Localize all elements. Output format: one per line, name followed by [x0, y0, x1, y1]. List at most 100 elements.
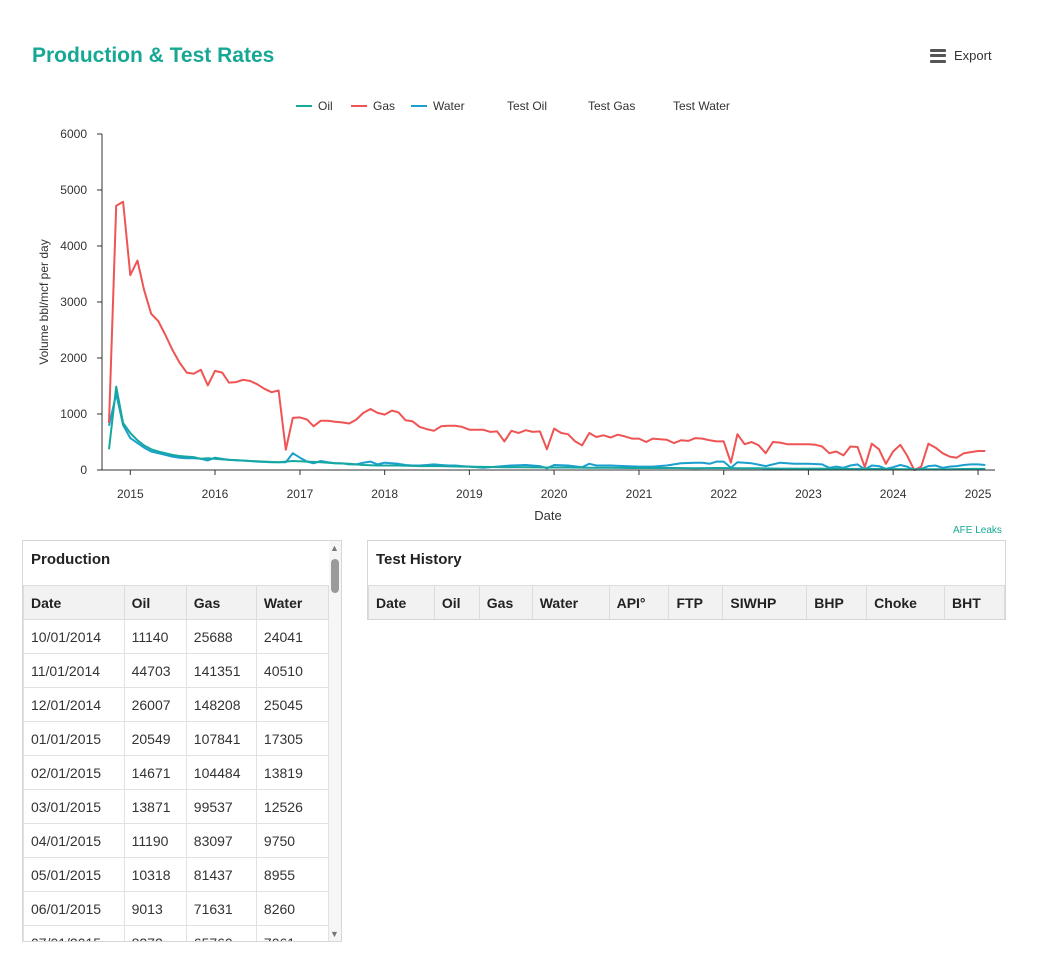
table-row[interactable]: 07/01/20158272657607061 [23, 925, 330, 941]
cell-date: 04/01/2015 [23, 823, 125, 858]
column-header-oil[interactable]: Oil [433, 585, 480, 619]
y-tick-label: 4000 [60, 239, 87, 253]
legend-swatch [351, 105, 367, 107]
menu-icon [930, 48, 946, 63]
scrollbar[interactable]: ▲ ▼ [329, 541, 341, 941]
page-title: Production & Test Rates [32, 44, 275, 67]
cell-gas: 71631 [185, 891, 257, 926]
cell-date: 06/01/2015 [23, 891, 125, 926]
export-label: Export [954, 48, 992, 63]
export-button[interactable]: Export [930, 48, 992, 63]
cell-water: 7061 [255, 925, 330, 941]
x-tick-label: 2019 [456, 487, 483, 501]
column-header-date[interactable]: Date [23, 585, 125, 620]
series-line-water[interactable] [108, 392, 986, 471]
column-header-api[interactable]: API° [608, 585, 670, 619]
column-header-ftp[interactable]: FTP [668, 585, 724, 619]
x-axis-title: Date [534, 508, 561, 523]
afe-leaks-link[interactable]: AFE Leaks [953, 525, 1002, 536]
column-header-bht[interactable]: BHT [944, 585, 1005, 619]
table-row[interactable]: 05/01/2015 10318 81437 8955 [23, 857, 330, 892]
x-tick-label: 2016 [202, 487, 229, 501]
column-header-water[interactable]: Water [531, 585, 610, 619]
legend-label: Test Water [673, 99, 730, 113]
cell-water: 9750 [255, 823, 330, 858]
legend-label: Water [433, 99, 465, 113]
y-tick-label: 1000 [60, 407, 87, 421]
column-header-date[interactable]: Date [368, 585, 435, 619]
cell-oil: 11190 [123, 823, 187, 858]
column-header-gas[interactable]: Gas [185, 585, 257, 620]
cell-water: 8955 [255, 857, 330, 892]
cell-date: 02/01/2015 [23, 755, 125, 790]
scroll-down-icon[interactable]: ▼ [330, 929, 339, 939]
x-tick-label: 2017 [287, 487, 314, 501]
table-row[interactable]: 12/01/2014 26007 148208 25045 [23, 687, 330, 722]
y-tick-label: 3000 [60, 295, 87, 309]
legend-swatch [296, 105, 312, 107]
legend-item-test-gas[interactable]: Test Gas [588, 99, 635, 113]
series-line-oil[interactable] [108, 385, 986, 471]
column-header-water[interactable]: Water [255, 585, 330, 620]
table-row[interactable]: 04/01/2015 11190 83097 9750 [23, 823, 330, 858]
table-row[interactable]: 11/01/2014 44703 141351 40510 [23, 653, 330, 688]
production-chart: 0 1000 2000 3000 4000 5000 6000 2015 2016 2017 20… [37, 127, 995, 523]
legend-item-gas[interactable]: Gas [351, 99, 395, 113]
x-tick-label: 2023 [795, 487, 822, 501]
legend-label: Gas [373, 99, 396, 113]
column-header-gas[interactable]: Gas [478, 585, 533, 619]
legend-item-water[interactable]: Water [411, 99, 465, 113]
test-history-title: Test History [376, 551, 462, 568]
cell-oil: 10318 [123, 857, 187, 892]
cell-gas: 104484 [185, 755, 257, 790]
cell-oil: 44703 [123, 653, 187, 688]
cell-gas: 141351 [185, 653, 257, 688]
cell-gas: 25688 [185, 619, 257, 654]
table-row[interactable]: 10/01/2014 11140 25688 24041 [23, 619, 330, 654]
legend-label: Oil [318, 99, 333, 113]
table-header-row: Date Oil Gas Water API° FTP SIWHP BHP Choke BHT [368, 585, 1005, 619]
cell-water: 13819 [255, 755, 330, 790]
scroll-up-icon[interactable]: ▲ [330, 543, 339, 553]
test-history-panel: Test History Date Oil Gas Water API° FTP SIWHP… [367, 540, 1006, 620]
cell-gas: 65760 [185, 925, 257, 941]
x-tick-label: 2025 [965, 487, 992, 501]
column-header-bhp[interactable]: BHP [806, 585, 868, 619]
legend-item-oil[interactable]: Oil [296, 99, 333, 113]
legend-label: Test Gas [588, 99, 636, 113]
cell-gas: 81437 [185, 857, 257, 892]
y-tick-label: 5000 [60, 183, 87, 197]
production-table: Date Oil Gas Water 10/01/2014 11140 25688 2404… [23, 585, 330, 941]
cell-date: 05/01/2015 [23, 857, 125, 892]
table-row[interactable]: 01/01/2015 20549 107841 17305 [23, 721, 330, 756]
x-tick-label: 2021 [626, 487, 653, 501]
column-header-choke[interactable]: Choke [866, 585, 946, 619]
cell-date: 01/01/2015 [23, 721, 125, 756]
cell-date: 07/01/2015 [23, 925, 125, 941]
cell-water: 40510 [255, 653, 330, 688]
production-panel: Production Date Oil Gas Water 10/01/2014 111… [22, 540, 342, 942]
x-tick-label: 2020 [541, 487, 568, 501]
cell-oil: 13871 [123, 789, 187, 824]
cell-water: 12526 [255, 789, 330, 824]
cell-oil: 11140 [123, 619, 187, 654]
column-header-oil[interactable]: Oil [123, 585, 187, 620]
legend-swatch [411, 105, 427, 107]
legend-item-test-oil[interactable]: Test Oil [507, 99, 547, 113]
table-row[interactable]: 03/01/2015 13871 99537 12526 [23, 789, 330, 824]
cell-oil: 26007 [123, 687, 187, 722]
x-tick-label: 2015 [117, 487, 144, 501]
cell-water: 24041 [255, 619, 330, 654]
legend-item-test-water[interactable]: Test Water [673, 99, 730, 113]
cell-oil: 14671 [123, 755, 187, 790]
cell-oil: 8272 [123, 925, 187, 941]
table-row[interactable]: 02/01/2015 14671 104484 13819 [23, 755, 330, 790]
table-header-row: Date Oil Gas Water [23, 585, 330, 620]
table-row[interactable]: 06/01/2015 9013 71631 8260 [23, 891, 330, 926]
y-axis-title: Volume bbl/mcf per day [37, 239, 51, 364]
series-line-gas[interactable] [108, 200, 986, 471]
column-header-siwhp[interactable]: SIWHP [722, 585, 808, 619]
legend-label: Test Oil [507, 99, 548, 113]
scrollbar-thumb[interactable] [331, 559, 339, 593]
y-tick-label: 2000 [60, 351, 87, 365]
